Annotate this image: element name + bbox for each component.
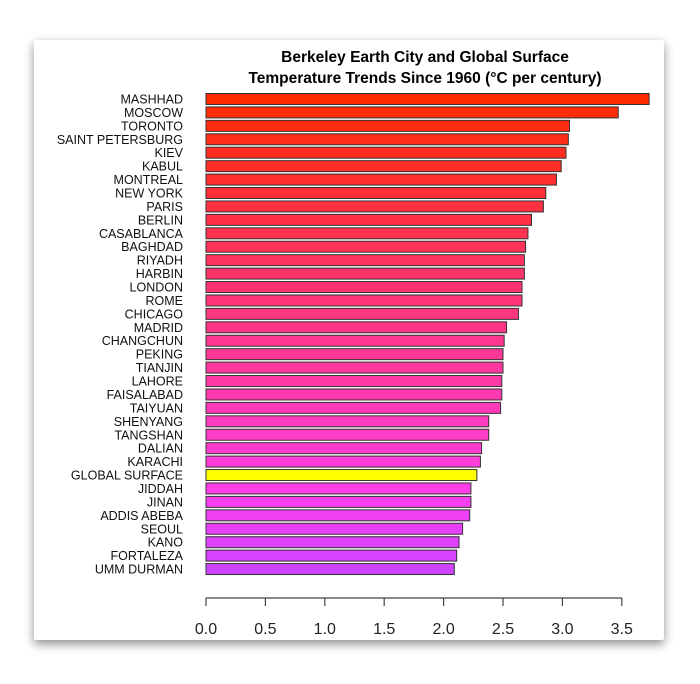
bar-faisalabad [205, 388, 503, 401]
bar-jiddah [205, 482, 472, 495]
category-label: CASABLANCA [99, 227, 184, 241]
bar-peking [205, 348, 504, 361]
x-tick-label: 0.5 [254, 621, 276, 638]
bar-global-surface [205, 469, 478, 482]
category-label: ROME [146, 294, 184, 308]
category-label: LONDON [130, 281, 183, 295]
category-label: MOSCOW [124, 106, 183, 120]
category-label: RIYADH [137, 254, 183, 268]
bar-new-york [205, 187, 547, 200]
bar-kiev [205, 146, 567, 159]
category-label: KANO [148, 536, 184, 550]
category-label: MONTREAL [114, 173, 184, 187]
x-tick-label: 2.5 [492, 621, 514, 638]
bar-berlin [205, 213, 533, 226]
category-label: HARBIN [136, 267, 183, 281]
bar-tianjin [205, 361, 504, 374]
category-label: JIDDAH [138, 482, 183, 496]
x-tick-label: 3.0 [551, 621, 573, 638]
category-label: ADDIS ABEBA [100, 509, 183, 523]
category-label: LAHORE [132, 375, 183, 389]
category-label: NEW YORK [115, 187, 183, 201]
bar-jinan [205, 495, 472, 508]
category-label: TIANJIN [136, 361, 183, 375]
category-label: PARIS [146, 200, 183, 214]
bar-tangshan [205, 428, 490, 441]
bar-umm-durman [205, 563, 455, 576]
category-label: TANGSHAN [114, 428, 183, 442]
bar-baghdad [205, 240, 527, 253]
bar-shenyang [205, 415, 490, 428]
bar-mashhad [205, 93, 650, 105]
category-label: FAISALABAD [107, 388, 183, 402]
bar-lahore [205, 375, 503, 388]
bar-toronto [205, 119, 571, 132]
category-label: CHICAGO [125, 307, 184, 321]
category-label: FORTALEZA [111, 549, 184, 563]
bar-paris [205, 200, 544, 213]
bar-harbin [205, 267, 525, 280]
bar-saint-petersburg [205, 133, 569, 146]
category-label: SAINT PETERSBURG [57, 133, 183, 147]
bar-kano [205, 536, 460, 549]
bar-rome [205, 294, 523, 307]
chart-title-line-1: Berkeley Earth City and Global Surface [281, 49, 569, 66]
category-label: KIEV [155, 146, 184, 160]
category-label: DALIAN [138, 442, 183, 456]
category-label: MASHHAD [120, 93, 183, 107]
bar-addis-abeba [205, 509, 471, 522]
category-label: GLOBAL SURFACE [71, 469, 183, 483]
bar-london [205, 281, 523, 294]
chart-title-line-2: Temperature Trends Since 1960 (°C per ce… [248, 70, 601, 87]
x-tick-label: 1.0 [314, 621, 336, 638]
category-label: BERLIN [138, 213, 183, 227]
category-label: UMM DURMAN [95, 563, 183, 577]
category-label: SEOUL [141, 522, 183, 536]
bar-dalian [205, 442, 483, 455]
category-label: PEKING [136, 348, 183, 362]
category-label: JINAN [147, 495, 183, 509]
category-label: TAIYUAN [130, 401, 183, 415]
bar-chicago [205, 307, 519, 320]
category-label: CHANGCHUN [102, 334, 183, 348]
bar-seoul [205, 522, 464, 535]
bar-changchun [205, 334, 505, 347]
bar-montreal [205, 173, 557, 186]
bar-casablanca [205, 227, 529, 240]
category-label: TORONTO [121, 119, 183, 133]
x-tick-label: 3.5 [611, 621, 633, 638]
category-label: BAGHDAD [121, 240, 183, 254]
bar-kabul [205, 160, 562, 173]
bar-taiyuan [205, 401, 502, 414]
category-label: MADRID [134, 321, 183, 335]
bar-fortaleza [205, 549, 458, 562]
category-label: SHENYANG [114, 415, 183, 429]
x-tick-label: 0.0 [195, 621, 217, 638]
bar-moscow [205, 106, 619, 119]
x-tick-label: 2.0 [432, 621, 454, 638]
bar-riyadh [205, 254, 525, 267]
category-label: KARACHI [127, 455, 183, 469]
bar-madrid [205, 321, 508, 334]
category-label: KABUL [142, 160, 183, 174]
x-tick-label: 1.5 [373, 621, 395, 638]
bar-karachi [205, 455, 481, 468]
